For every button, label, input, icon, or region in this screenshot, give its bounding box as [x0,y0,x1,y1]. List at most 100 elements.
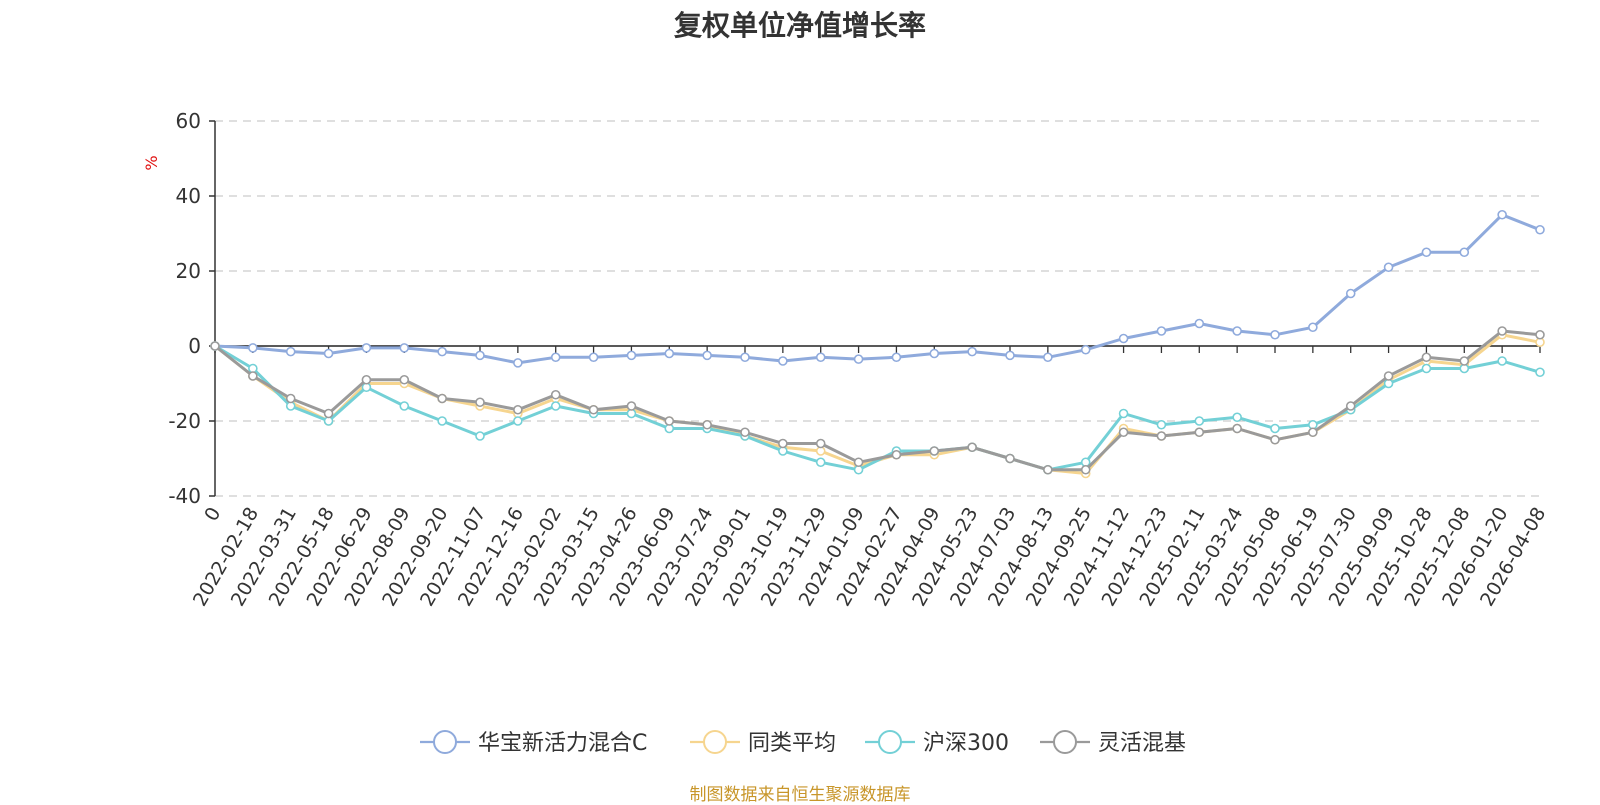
data-point [550,401,561,411]
data-point [513,404,523,415]
data-point [815,457,826,468]
y-tick-label: 60 [176,109,201,133]
y-tick-label: 0 [188,334,201,358]
data-point [1118,427,1129,438]
legend-label: 华宝新活力混合C [478,731,647,756]
y-tick-label: 20 [176,259,201,283]
y-axis-tick-labels: 60 40 20 0 -20 -40 [168,109,201,508]
data-point [1459,356,1470,366]
legend-item[interactable]: 华宝新活力混合C [420,730,647,756]
data-point [1345,288,1356,299]
data-point [929,348,940,359]
data-point [1156,419,1167,430]
data-point [323,348,334,359]
data-point [891,449,902,460]
data-point [1232,326,1242,336]
data-point [1535,367,1545,378]
data-point [1232,412,1242,423]
data-point [967,346,977,357]
data-point [437,346,447,357]
series-0 [210,209,1545,368]
data-point [815,352,826,363]
data-point [702,350,712,361]
data-point [550,352,561,363]
data-point [778,438,788,449]
data-point [1194,416,1205,426]
line-chart: % 02022-02-182022-03-312022-05-182022-06… [142,109,1550,756]
data-point [588,352,599,363]
y-tick-label: 40 [176,184,201,208]
legend-item[interactable]: 同类平均 [690,730,836,756]
data-point [1421,247,1432,258]
data-point [475,431,485,441]
data-point [664,348,675,359]
legend-item[interactable]: 灵活混基 [1040,730,1186,756]
data-point [1005,350,1015,361]
data-point [248,343,258,353]
data-point [664,416,675,426]
data-point [740,427,750,438]
legend-circle-icon [433,730,457,754]
data-point [399,343,410,353]
series-line [214,344,1541,472]
data-point [702,419,712,430]
data-point [399,401,410,411]
legend-item[interactable]: 沪深300 [865,730,1009,756]
data-point [626,401,637,411]
legend-circle-icon [1053,730,1077,754]
data-point [1043,352,1053,363]
data-point [891,352,902,363]
x-tick-label: 0 [200,504,225,525]
data-point [361,343,372,353]
data-point [1497,326,1507,336]
data-point [1043,464,1053,475]
data-point [853,354,864,364]
data-point [1421,363,1432,374]
grid-lines [215,120,1540,497]
data-point [323,408,334,419]
series-2 [210,341,1545,475]
y-tick-label: -40 [168,484,201,508]
data-point [1194,427,1205,438]
data-point [1156,326,1167,336]
data-point [1118,408,1129,419]
data-point [1156,431,1167,441]
legend: 华宝新活力混合C 同类平均 沪深300 灵活混基 [420,730,1186,756]
data-point [475,397,485,408]
data-point [285,393,296,404]
data-point [1497,209,1507,220]
y-axis-unit-label: % [142,155,161,170]
legend-label: 灵活混基 [1098,731,1186,756]
data-point [1270,329,1280,340]
data-point [1497,356,1507,366]
data-point [1270,423,1280,434]
legend-label: 沪深300 [923,731,1009,756]
data-point [437,416,447,426]
series-3 [210,326,1545,475]
data-point [967,442,977,453]
data-point [1383,262,1394,273]
data-point [1535,329,1545,340]
chart-title: 复权单位净值增长率 [673,9,926,42]
data-point [929,446,940,456]
legend-label: 同类平均 [748,731,836,756]
series-1 [210,329,1545,479]
series-line [214,329,1541,472]
data-point [550,389,561,400]
data-point [740,352,750,363]
data-point [815,438,826,449]
data-point [437,393,447,404]
data-point [513,416,523,426]
data-point [1535,224,1545,235]
data-point [1459,247,1470,258]
data-point [1080,344,1091,355]
data-point [1345,401,1356,411]
data-source-note: 制图数据来自恒生聚源数据库 [689,785,911,805]
data-point [399,374,410,385]
series-line [214,333,1541,475]
y-tick-label: -20 [168,409,201,433]
data-point [1270,434,1280,445]
data-point [361,374,372,385]
data-point [475,350,485,361]
series-lines [210,209,1545,479]
